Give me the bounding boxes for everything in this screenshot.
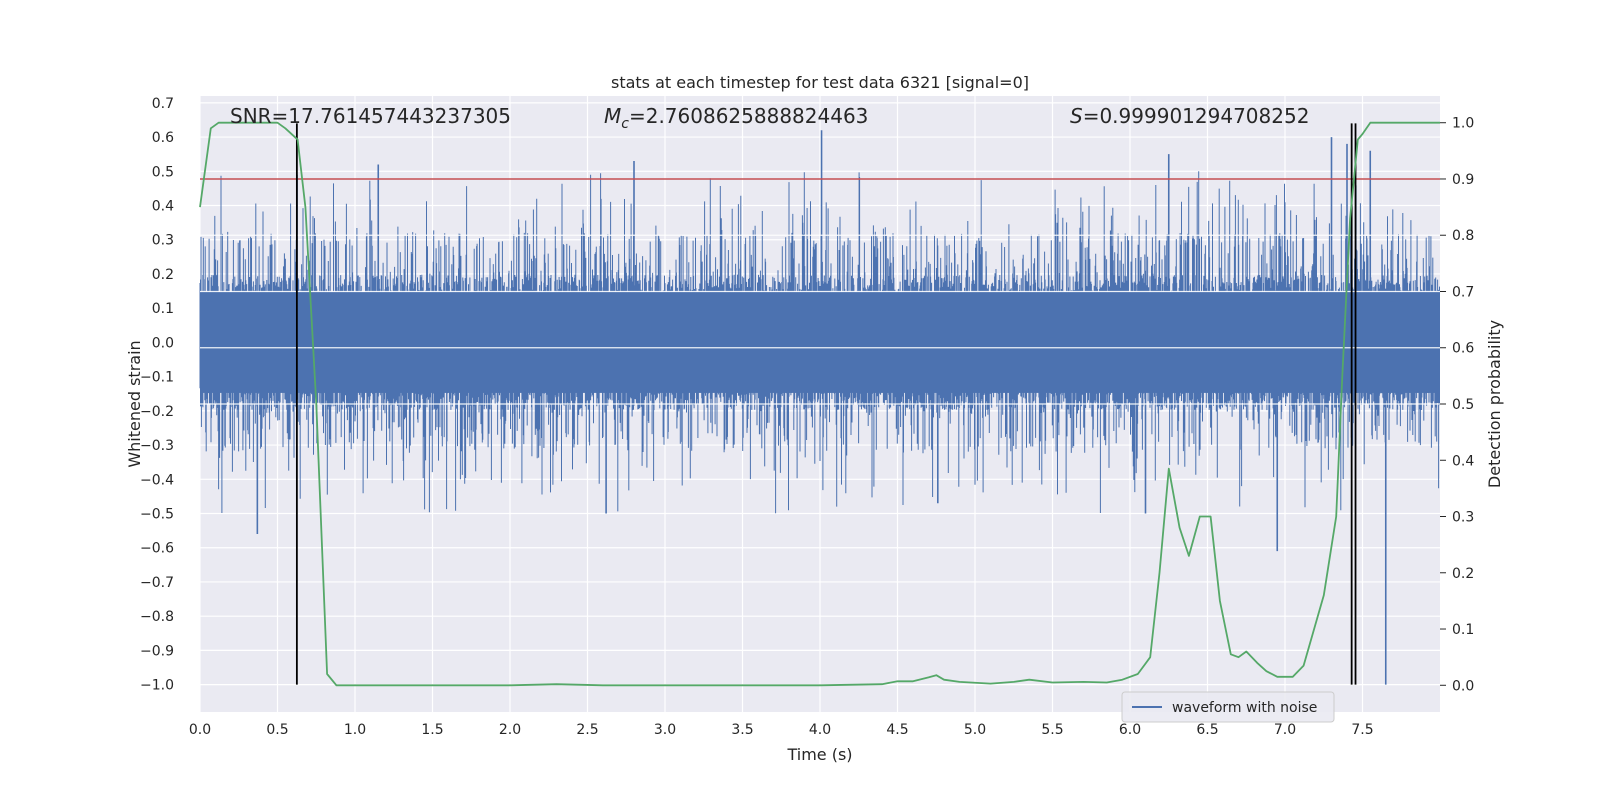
s-symbol: S [1070, 104, 1083, 128]
y2-tick-label: 0.3 [1452, 510, 1474, 526]
chart-title: stats at each timestep for test data 632… [611, 73, 1029, 92]
x-tick-label: 7.5 [1351, 722, 1373, 738]
y-tick-label: 0.2 [152, 267, 174, 283]
x-tick-label: 6.0 [1119, 722, 1141, 738]
y2-axis-label: Detection probability [1485, 320, 1504, 488]
y-tick-label: −0.9 [140, 643, 174, 659]
y2-tick-label: 0.7 [1452, 284, 1474, 300]
y-tick-label: 0.7 [152, 96, 174, 112]
snr-annotation: SNR=17.761457443237305 [230, 104, 511, 128]
legend-label: waveform with noise [1172, 700, 1317, 716]
y-tick-label: −0.7 [140, 575, 174, 591]
x-tick-label: 1.5 [421, 722, 443, 738]
y2-tick-label: 0.9 [1452, 172, 1474, 188]
line-layer [199, 121, 1440, 687]
y-tick-label: −0.5 [140, 507, 174, 523]
y-tick-label: 0.6 [152, 130, 174, 146]
tick-layer: 0.0 0.5 1.0 1.5 2.0 2.5 3.0 3.5 4.0 4.5 5.0 5.5 6.0 6… [140, 96, 1474, 738]
x-tick-label: 3.5 [731, 722, 753, 738]
y-tick-label: 0.1 [152, 301, 174, 317]
x-tick-label: 1.0 [344, 722, 366, 738]
y-tick-label: −0.3 [140, 438, 174, 454]
y2-tick-label: 0.8 [1452, 228, 1474, 244]
x-tick-label: 5.0 [964, 722, 986, 738]
y-tick-label: −0.6 [140, 541, 174, 557]
s-value: =0.999901294708252 [1083, 104, 1310, 128]
x-tick-label: 4.5 [886, 722, 908, 738]
y-tick-label: −1.0 [140, 678, 174, 694]
y-tick-label: 0.4 [152, 199, 174, 215]
y2-tick-label: 0.2 [1452, 566, 1474, 582]
mc-subscript: c [621, 116, 629, 132]
y2-tick-label: 0.5 [1452, 397, 1474, 413]
noise-series [199, 130, 1440, 685]
x-tick-label: 2.5 [576, 722, 598, 738]
chirp-mass-annotation: Mc=2.7608625888824463 [604, 104, 868, 132]
mc-value: =2.7608625888824463 [629, 104, 868, 128]
mc-symbol: M [604, 104, 621, 128]
y2-tick-label: 1.0 [1452, 116, 1474, 132]
x-tick-label: 4.0 [809, 722, 831, 738]
y-tick-label: 0.5 [152, 164, 174, 180]
y-tick-label: −0.1 [140, 370, 174, 386]
x-axis-label: Time (s) [786, 745, 852, 764]
y-tick-label: −0.2 [140, 404, 174, 420]
legend: waveform with noise [1121, 691, 1335, 723]
x-tick-label: 0.5 [266, 722, 288, 738]
y2-tick-label: 0.4 [1452, 453, 1474, 469]
y-tick-label: −0.8 [140, 609, 174, 625]
y-tick-label: 0.3 [152, 233, 174, 249]
x-tick-label: 5.5 [1041, 722, 1063, 738]
y2-tick-label: 0.1 [1452, 622, 1474, 638]
legend-box [1121, 691, 1335, 723]
y-axis-label: Whitened strain [125, 340, 144, 467]
noise-core-band [200, 291, 1440, 393]
probability-line [199, 121, 1440, 687]
x-tick-label: 0.0 [189, 722, 211, 738]
y-tick-label: −0.4 [140, 472, 174, 488]
y2-tick-label: 0.0 [1452, 678, 1474, 694]
x-tick-label: 3.0 [654, 722, 676, 738]
x-tick-label: 2.0 [499, 722, 521, 738]
y-tick-label: 0.0 [152, 335, 174, 351]
x-tick-label: 7.0 [1274, 722, 1296, 738]
s-annotation: S=0.999901294708252 [1070, 104, 1309, 128]
x-tick-label: 6.5 [1196, 722, 1218, 738]
y2-tick-label: 0.6 [1452, 341, 1474, 357]
